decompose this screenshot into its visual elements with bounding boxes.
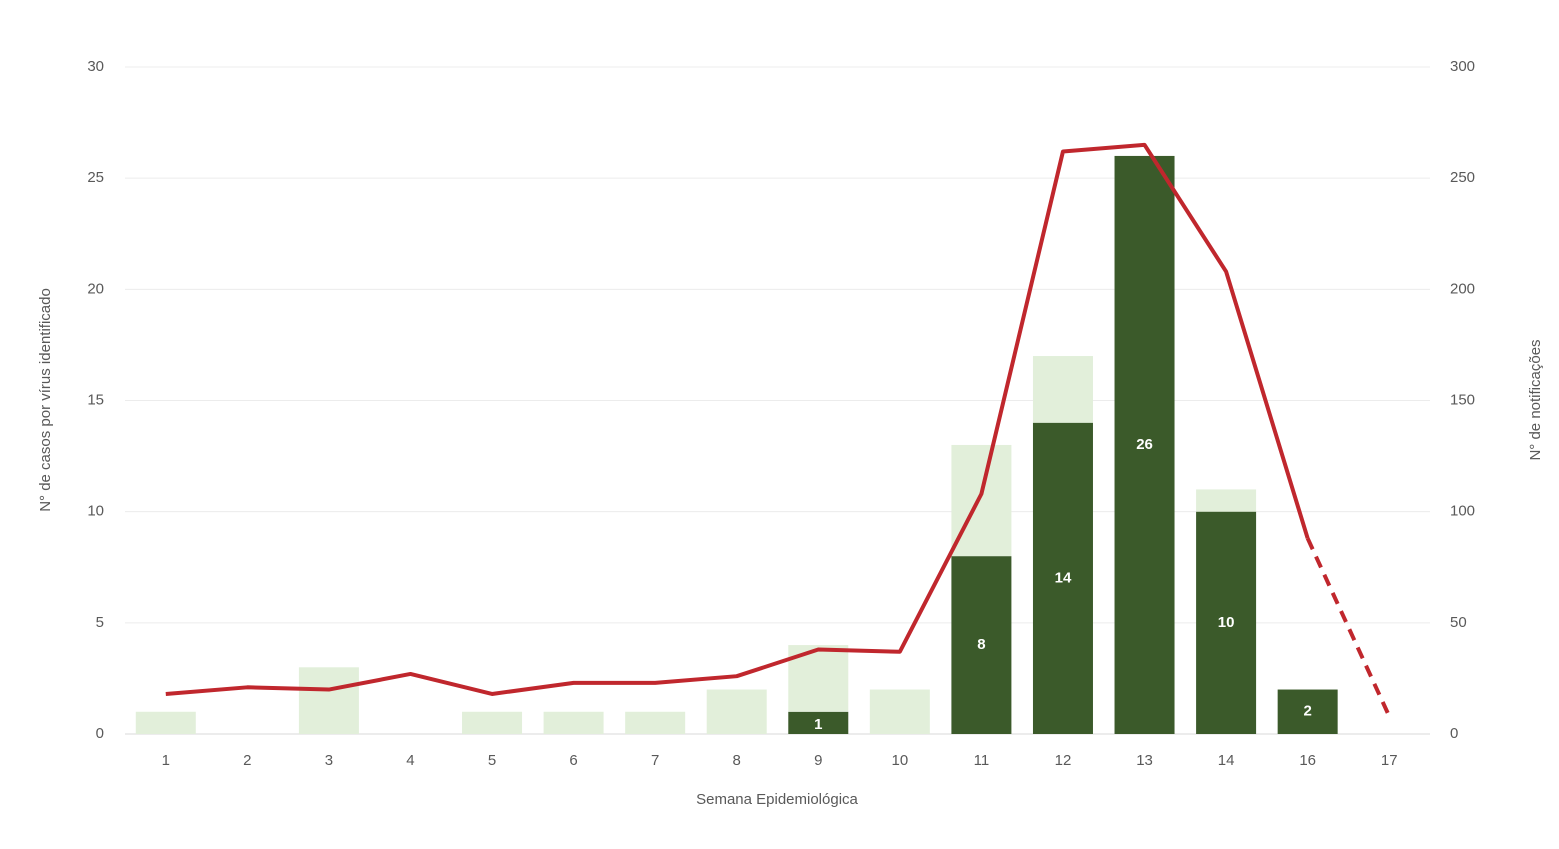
y-tick-label: 0 [96,725,104,742]
y-tick-label: 10 [87,503,104,520]
x-tick-label: 1 [162,752,170,769]
y2-tick-label: 250 [1450,169,1475,186]
bar [951,444,1012,557]
bar [1114,155,1175,734]
bar [1032,356,1093,423]
bar [1196,511,1257,734]
x-tick-label: 9 [814,752,822,769]
x-tick-label: 6 [569,752,577,769]
data-label: 10 [1218,614,1235,631]
bar [788,711,849,734]
y-tick-label: 30 [87,58,104,75]
y2-tick-label: 150 [1450,391,1475,408]
x-tick-label: 3 [325,752,333,769]
data-label: 2 [1303,703,1311,720]
x-tick-label: 17 [1381,752,1398,769]
y2-tick-label: 0 [1450,725,1458,742]
bar [1196,489,1257,512]
y-axis-title: N° de casos por vírus identificado [37,288,54,512]
bar [625,711,686,734]
x-tick-label: 13 [1136,752,1153,769]
bar [706,689,767,734]
line-dashed [1305,537,1392,718]
x-tick-label: 16 [1299,752,1316,769]
x-tick-label: 4 [406,752,414,769]
data-label: 8 [977,636,985,653]
data-label: 26 [1136,436,1153,453]
bar [869,689,930,734]
y2-tick-label: 100 [1450,503,1475,520]
x-tick-label: 7 [651,752,659,769]
x-axis-title: Semana Epidemiológica [696,791,858,808]
y-tick-label: 15 [87,391,104,408]
x-tick-label: 14 [1218,752,1235,769]
x-tick-label: 12 [1055,752,1072,769]
bar [462,711,523,734]
y2-axis-title: N° de notificações [1527,339,1544,460]
bar [951,556,1012,734]
bar [1032,422,1093,734]
x-tick-label: 11 [974,752,990,769]
bar [543,711,604,734]
x-tick-label: 2 [243,752,251,769]
bar [1277,689,1338,734]
data-label: 1 [814,716,822,733]
x-tick-label: 8 [733,752,741,769]
y-tick-label: 20 [87,280,104,297]
bar [135,711,196,734]
data-label: 14 [1055,569,1072,586]
y2-tick-label: 200 [1450,280,1475,297]
line [165,142,1310,696]
y-tick-label: 5 [96,614,104,631]
x-tick-label: 10 [892,752,909,769]
y-tick-label: 25 [87,169,104,186]
bar [298,667,359,734]
y2-tick-label: 50 [1450,614,1467,631]
y2-tick-label: 300 [1450,58,1475,75]
x-tick-label: 5 [488,752,496,769]
